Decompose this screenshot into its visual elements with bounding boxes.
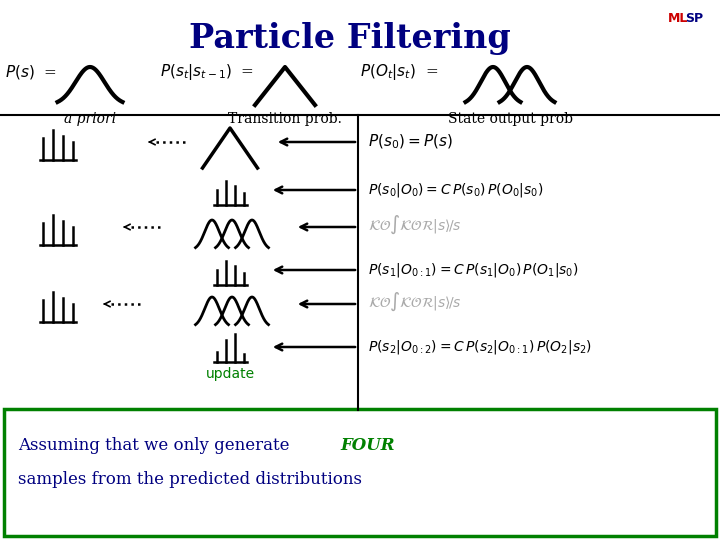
Text: State output prob: State output prob [448,112,572,126]
Text: $\mathcal{K}\mathcal{O}\int\mathcal{K}\mathcal{O}\mathcal{R}|s\rangle\!/ s$: $\mathcal{K}\mathcal{O}\int\mathcal{K}\m… [368,214,462,236]
Text: a priori: a priori [64,112,116,126]
Text: $\mathcal{K}\mathcal{O}\int\mathcal{K}\mathcal{O}\mathcal{R}|s\rangle\!/ s$: $\mathcal{K}\mathcal{O}\int\mathcal{K}\m… [368,291,462,313]
Text: ML: ML [668,12,688,25]
Text: $P(s)$  =: $P(s)$ = [5,63,57,81]
Text: $P(s_t|s_{t-1})$  =: $P(s_t|s_{t-1})$ = [160,62,254,82]
Text: $P(s_0| O_0)  = C\,P(s_0)\,P(O_0| s_0)$: $P(s_0| O_0) = C\,P(s_0)\,P(O_0| s_0)$ [368,181,544,199]
Text: $P(s_1| O_{0:1})  = C\,P(s_1| O_0)\,P(O_1| s_0)$: $P(s_1| O_{0:1}) = C\,P(s_1| O_0)\,P(O_1… [368,261,579,279]
Text: FOUR: FOUR [340,436,395,454]
Text: SP: SP [685,12,703,25]
Text: $P(s_0)  =  P(s)$: $P(s_0) = P(s)$ [368,133,453,151]
FancyBboxPatch shape [4,409,716,536]
Text: Assuming that we only generate: Assuming that we only generate [18,436,294,454]
Text: Transition prob.: Transition prob. [228,112,342,126]
Text: Particle Filtering: Particle Filtering [189,22,511,55]
Text: $P(O_t|s_t)$  =: $P(O_t|s_t)$ = [360,62,438,82]
Text: samples from the predicted distributions: samples from the predicted distributions [18,471,362,489]
Text: update: update [205,367,255,381]
Text: $P(s_2| O_{0:2})  = C\,P(s_2| O_{0:1})\,P(O_2| s_2)$: $P(s_2| O_{0:2}) = C\,P(s_2| O_{0:1})\,P… [368,338,592,356]
